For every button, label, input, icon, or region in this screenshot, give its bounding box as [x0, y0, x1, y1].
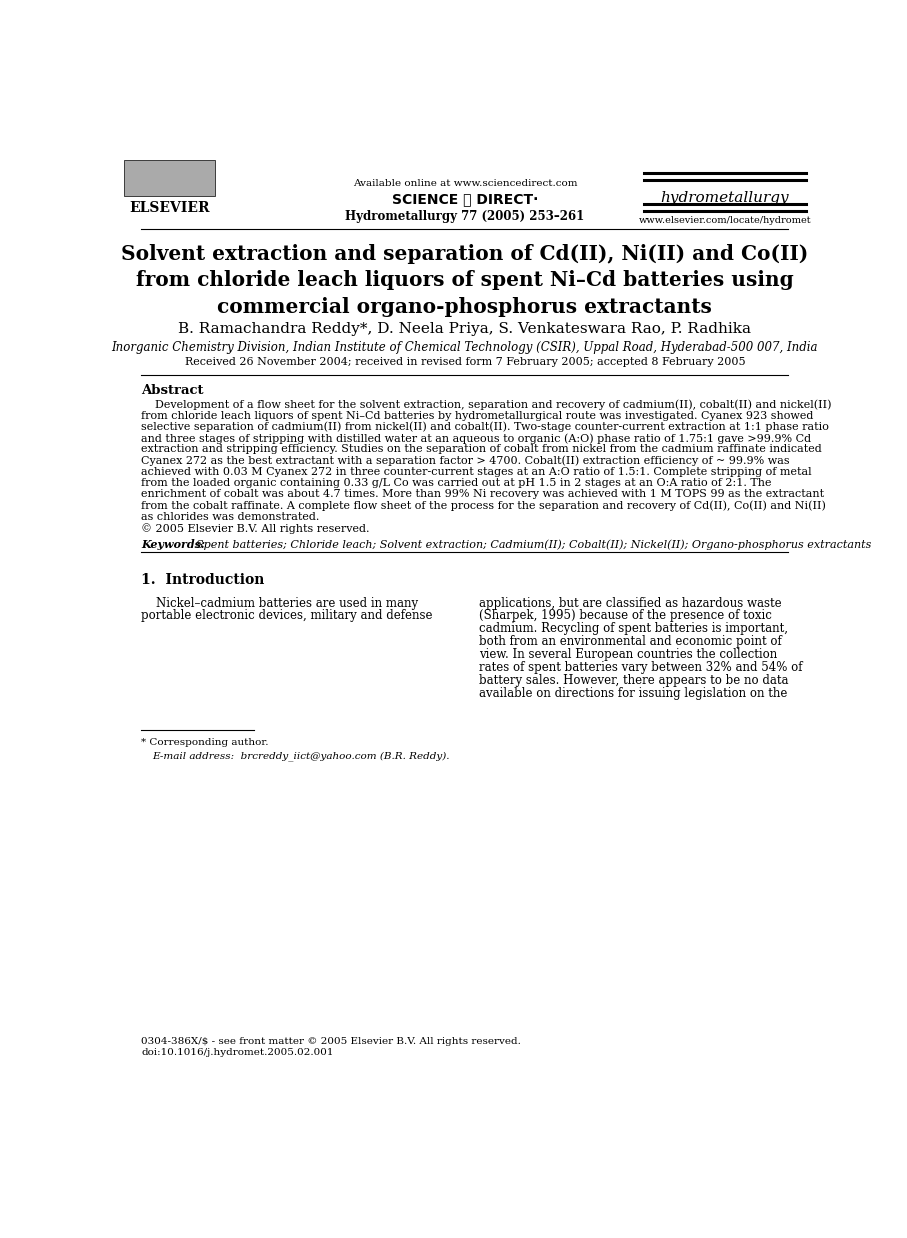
Text: from the loaded organic containing 0.33 g/L Co was carried out at pH 1.5 in 2 st: from the loaded organic containing 0.33 …	[141, 478, 772, 488]
Text: from chloride leach liquors of spent Ni–Cd batteries by hydrometallurgical route: from chloride leach liquors of spent Ni–…	[141, 411, 814, 421]
Text: doi:10.1016/j.hydromet.2005.02.001: doi:10.1016/j.hydromet.2005.02.001	[141, 1049, 334, 1057]
Text: from the cobalt raffinate. A complete flow sheet of the process for the separati: from the cobalt raffinate. A complete fl…	[141, 500, 826, 511]
Text: as chlorides was demonstrated.: as chlorides was demonstrated.	[141, 511, 320, 521]
Text: hydrometallurgy: hydrometallurgy	[660, 191, 789, 204]
Text: Solvent extraction and separation of Cd(II), Ni(II) and Co(II)
from chloride lea: Solvent extraction and separation of Cd(…	[122, 244, 808, 317]
Text: and three stages of stripping with distilled water at an aqueous to organic (A:O: and three stages of stripping with disti…	[141, 433, 812, 443]
Text: extraction and stripping efficiency. Studies on the separation of cobalt from ni: extraction and stripping efficiency. Stu…	[141, 444, 823, 454]
Text: 0304-386X/$ - see front matter © 2005 Elsevier B.V. All rights reserved.: 0304-386X/$ - see front matter © 2005 El…	[141, 1037, 522, 1046]
Text: www.elsevier.com/locate/hydromet: www.elsevier.com/locate/hydromet	[639, 217, 811, 225]
Text: Keywords:: Keywords:	[141, 540, 206, 551]
Text: Cyanex 272 as the best extractant with a separation factor > 4700. Cobalt(II) ex: Cyanex 272 as the best extractant with a…	[141, 456, 790, 465]
Text: Nickel–cadmium batteries are used in many: Nickel–cadmium batteries are used in man…	[141, 597, 419, 609]
Text: Available online at www.sciencedirect.com: Available online at www.sciencedirect.co…	[353, 180, 577, 188]
Text: rates of spent batteries vary between 32% and 54% of: rates of spent batteries vary between 32…	[479, 661, 803, 673]
Text: enrichment of cobalt was about 4.7 times. More than 99% Ni recovery was achieved: enrichment of cobalt was about 4.7 times…	[141, 489, 824, 499]
Bar	[124, 160, 215, 196]
Text: battery sales. However, there appears to be no data: battery sales. However, there appears to…	[479, 673, 788, 687]
Text: cadmium. Recycling of spent batteries is important,: cadmium. Recycling of spent batteries is…	[479, 623, 788, 635]
Text: Inorganic Chemistry Division, Indian Institute of Chemical Technology (CSIR), Up: Inorganic Chemistry Division, Indian Ins…	[112, 342, 818, 354]
Text: applications, but are classified as hazardous waste: applications, but are classified as haza…	[479, 597, 782, 609]
Text: E-mail address:  brcreddy_iict@yahoo.com (B.R. Reddy).: E-mail address: brcreddy_iict@yahoo.com …	[152, 751, 450, 761]
Text: view. In several European countries the collection: view. In several European countries the …	[479, 647, 777, 661]
Text: portable electronic devices, military and defense: portable electronic devices, military an…	[141, 609, 433, 623]
Text: © 2005 Elsevier B.V. All rights reserved.: © 2005 Elsevier B.V. All rights reserved…	[141, 522, 370, 534]
Text: Hydrometallurgy 77 (2005) 253–261: Hydrometallurgy 77 (2005) 253–261	[346, 209, 584, 223]
Text: both from an environmental and economic point of: both from an environmental and economic …	[479, 635, 782, 649]
Text: SCIENCE ⓐ DIRECT·: SCIENCE ⓐ DIRECT·	[392, 192, 538, 207]
Text: achieved with 0.03 M Cyanex 272 in three counter-current stages at an A:O ratio : achieved with 0.03 M Cyanex 272 in three…	[141, 467, 812, 477]
Text: ELSEVIER: ELSEVIER	[130, 201, 210, 215]
Text: (Sharpek, 1995) because of the presence of toxic: (Sharpek, 1995) because of the presence …	[479, 609, 772, 623]
Text: Spent batteries; Chloride leach; Solvent extraction; Cadmium(II); Cobalt(II); Ni: Spent batteries; Chloride leach; Solvent…	[196, 540, 872, 550]
Text: * Corresponding author.: * Corresponding author.	[141, 738, 269, 747]
Text: Development of a flow sheet for the solvent extraction, separation and recovery : Development of a flow sheet for the solv…	[141, 400, 832, 410]
Text: Received 26 November 2004; received in revised form 7 February 2005; accepted 8 : Received 26 November 2004; received in r…	[184, 358, 746, 368]
Text: Abstract: Abstract	[141, 384, 204, 397]
Text: 1.  Introduction: 1. Introduction	[141, 573, 265, 587]
Text: available on directions for issuing legislation on the: available on directions for issuing legi…	[479, 687, 787, 699]
Text: B. Ramachandra Reddy*, D. Neela Priya, S. Venkateswara Rao, P. Radhika: B. Ramachandra Reddy*, D. Neela Priya, S…	[179, 322, 751, 335]
Text: selective separation of cadmium(II) from nickel(II) and cobalt(II). Two-stage co: selective separation of cadmium(II) from…	[141, 422, 829, 432]
